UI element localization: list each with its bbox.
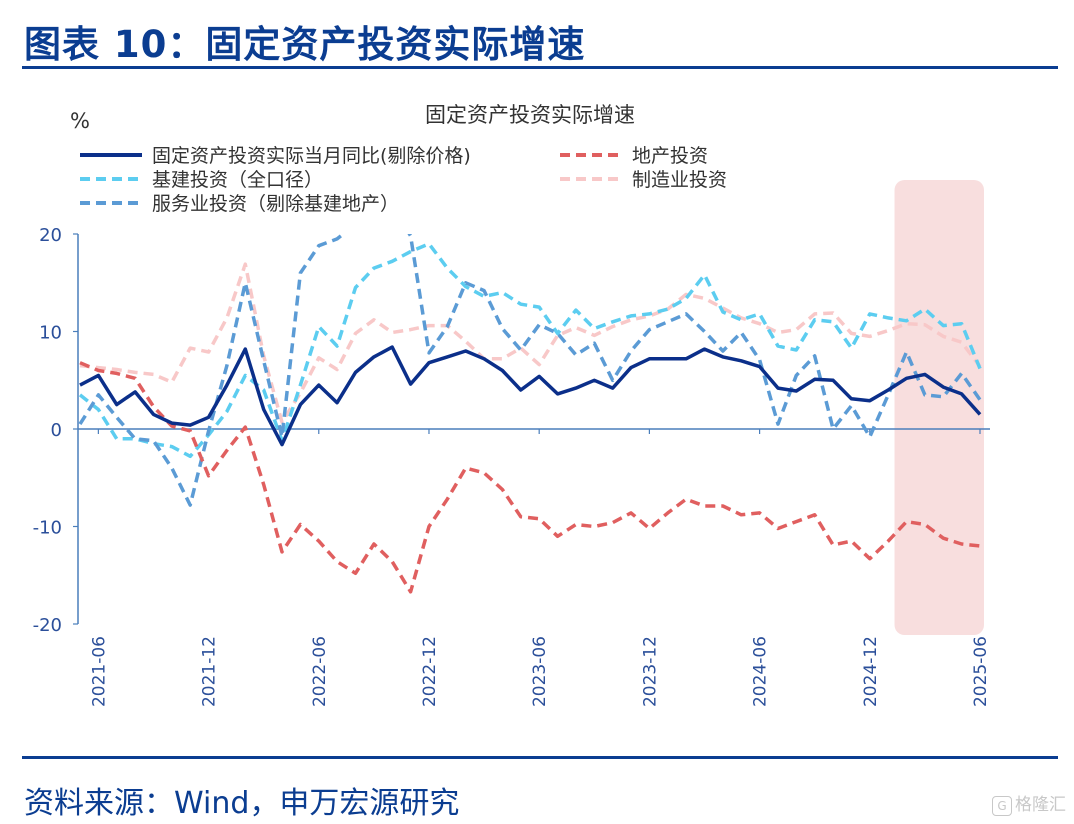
series-line-4 bbox=[78, 234, 982, 507]
x-tick-label: 2025-06 bbox=[971, 636, 991, 707]
legend-label-3: 制造业投资 bbox=[632, 169, 727, 191]
x-tick-label: 2024-12 bbox=[861, 636, 881, 707]
legend-label-2: 基建投资（全口径） bbox=[152, 169, 323, 191]
series-line-0 bbox=[79, 345, 982, 447]
page-title: 图表 10：固定资产投资实际增速 bbox=[24, 23, 586, 66]
x-tick-label: 2021-06 bbox=[89, 636, 109, 707]
y-axis-unit: % bbox=[70, 109, 90, 133]
x-tick-label: 2022-06 bbox=[310, 636, 330, 707]
line-chart: 20 10 0 -10 -20 2021-06 2021-12 2022-06 2022-12 2… bbox=[33, 103, 991, 707]
x-tick-label: 2023-06 bbox=[530, 636, 550, 707]
source-note: 资料来源：Wind，申万宏源研究 bbox=[24, 786, 460, 821]
watermark-logo-icon: G bbox=[992, 796, 1012, 816]
x-tick-label: 2021-12 bbox=[200, 636, 220, 707]
x-tick-label: 2022-12 bbox=[420, 636, 440, 707]
title-underline bbox=[22, 66, 1058, 69]
legend-label-0: 固定资产投资实际当月同比(剔除价格) bbox=[152, 145, 471, 167]
series-line-1 bbox=[79, 361, 981, 594]
y-tick-label: 10 bbox=[39, 323, 62, 344]
series-line-3 bbox=[79, 262, 982, 424]
x-tick-label: 2023-12 bbox=[640, 636, 660, 707]
chart-title: 固定资产投资实际增速 bbox=[425, 103, 635, 127]
x-tick-label: 2024-06 bbox=[751, 636, 771, 707]
legend-label-4: 服务业投资（剔除基建地产） bbox=[152, 193, 399, 215]
y-tick-label: 20 bbox=[39, 225, 62, 246]
y-tick-label: 0 bbox=[51, 420, 62, 441]
y-tick-label: -10 bbox=[33, 518, 62, 539]
legend-label-1: 地产投资 bbox=[632, 145, 708, 167]
footer-rule bbox=[22, 756, 1058, 759]
y-tick-label: -20 bbox=[33, 615, 62, 636]
highlight-band bbox=[894, 180, 984, 635]
series-line-2 bbox=[78, 242, 982, 459]
watermark-text: 格隆汇 bbox=[1015, 795, 1066, 815]
watermark: G 格隆汇 bbox=[992, 790, 1066, 816]
